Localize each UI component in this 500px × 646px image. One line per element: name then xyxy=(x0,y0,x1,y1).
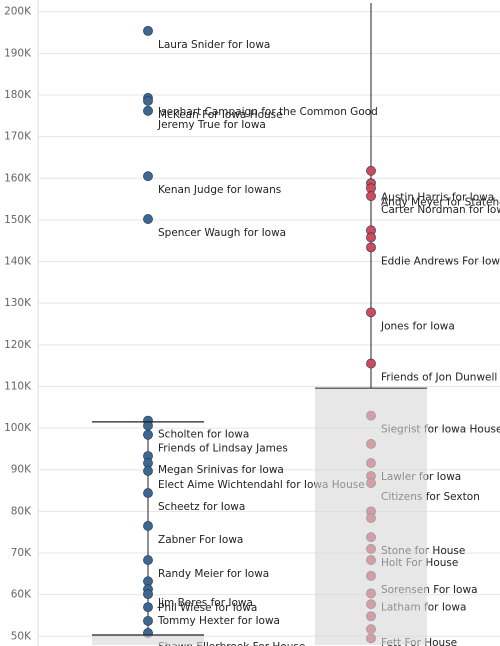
dot xyxy=(143,214,153,224)
dot xyxy=(366,358,376,369)
dot xyxy=(143,488,153,498)
y-tick-label: 120K xyxy=(4,339,32,351)
dot xyxy=(143,25,153,36)
dot-label: Megan Srinivas for Iowa xyxy=(158,464,284,476)
dot-label: Friends of Lindsay James xyxy=(158,443,288,455)
y-tick-label: 50K xyxy=(11,630,32,642)
dot-label: McKean For Iowa House xyxy=(158,109,283,121)
dot xyxy=(143,602,153,613)
band xyxy=(315,388,427,645)
dot xyxy=(366,232,376,243)
dot xyxy=(366,242,376,253)
dot-label: Scholten for Iowa xyxy=(158,429,249,441)
dot-label: Carter Nordman for Iowa xyxy=(381,204,500,216)
dot xyxy=(143,615,153,626)
y-tick-label: 160K xyxy=(4,172,32,184)
y-tick-label: 100K xyxy=(4,422,32,434)
dot-label: Isenhart Campaign for the Common Good xyxy=(158,106,378,118)
dot xyxy=(143,589,153,600)
y-tick-label: 170K xyxy=(4,131,32,143)
dot-label: Spencer Waugh for Iowa xyxy=(158,227,286,239)
dot-label: Andy Meyer for Statehouse xyxy=(381,196,500,208)
dot-label: Tommy Hexter for Iowa xyxy=(157,615,280,627)
dot-label: Kenan Judge for Iowans xyxy=(158,184,281,196)
dot-label: Randy Meier for Iowa xyxy=(158,568,269,580)
dot xyxy=(143,105,153,116)
y-tick-label: 90K xyxy=(11,464,32,476)
dot-label: Phil Wiese for Iowa xyxy=(158,602,257,614)
dot-label: Jones for Iowa xyxy=(380,320,455,332)
dot-label: Elect Aime Wichtendahl for Iowa House xyxy=(158,479,365,491)
dot xyxy=(143,466,153,476)
dot xyxy=(143,555,153,565)
dot xyxy=(366,165,376,176)
y-tick-label: 190K xyxy=(4,47,32,59)
dot-label: Zabner For Iowa xyxy=(158,534,243,546)
y-tick-label: 70K xyxy=(11,547,32,559)
dot-label: Friends of Jon Dunwell xyxy=(381,372,497,384)
dot xyxy=(143,429,153,440)
band xyxy=(92,635,204,645)
dot-label: Eddie Andrews For Iowa xyxy=(381,255,500,267)
dot xyxy=(143,171,153,182)
dot-label: Laura Snider for Iowa xyxy=(158,39,270,51)
y-tick-label: 60K xyxy=(11,589,32,601)
y-tick-label: 130K xyxy=(4,297,32,309)
dot-label: Scheetz for Iowa xyxy=(158,501,245,513)
dot-label: Jeremy True for Iowa xyxy=(157,119,266,131)
dot-label: Austin Harris for Iowa xyxy=(381,191,494,203)
dot xyxy=(366,307,376,318)
y-tick-label: 180K xyxy=(4,89,32,101)
y-tick-label: 140K xyxy=(4,256,32,268)
dot-label: Shawn Ellerbroek For House xyxy=(158,641,305,646)
y-tick-label: 110K xyxy=(4,380,32,392)
dot-label: Jim Beres for Iowa xyxy=(157,597,253,609)
y-tick-label: 200K xyxy=(4,6,32,18)
y-tick-label: 80K xyxy=(11,505,32,517)
y-tick-label: 150K xyxy=(4,214,32,226)
dot xyxy=(143,521,153,531)
dot xyxy=(366,191,376,202)
dot xyxy=(143,95,153,106)
